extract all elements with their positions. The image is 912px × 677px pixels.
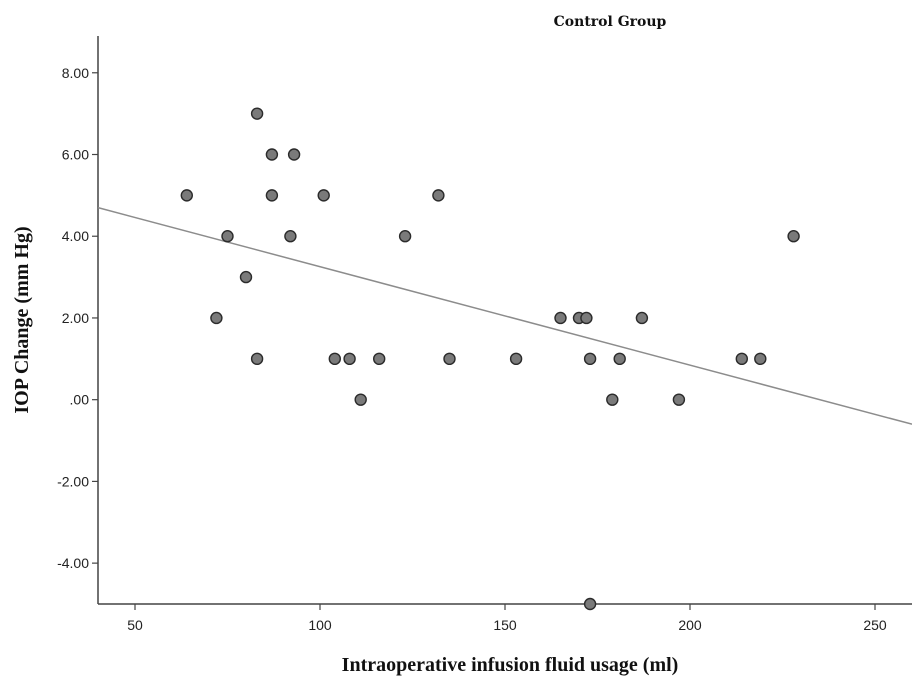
data-point bbox=[343, 352, 356, 366]
y-tick-label: -4.00 bbox=[57, 555, 89, 571]
data-point bbox=[580, 311, 593, 325]
y-tick-label: 8.00 bbox=[62, 65, 89, 81]
y-tick-label: .00 bbox=[70, 392, 90, 408]
y-tick-label: 4.00 bbox=[62, 228, 89, 244]
data-point bbox=[180, 189, 194, 202]
fit-line bbox=[97, 206, 912, 425]
data-points bbox=[180, 107, 800, 611]
x-axis-label: Intraoperative infusion fluid usage (ml) bbox=[342, 654, 679, 676]
data-point bbox=[672, 393, 686, 406]
data-point bbox=[265, 148, 279, 161]
data-point bbox=[328, 352, 341, 366]
data-point bbox=[583, 597, 597, 611]
data-point bbox=[583, 352, 597, 366]
data-point bbox=[284, 230, 297, 243]
data-point bbox=[735, 352, 748, 366]
data-point bbox=[317, 189, 330, 202]
data-point bbox=[265, 189, 279, 202]
data-point bbox=[210, 311, 223, 325]
x-tick-label: 100 bbox=[308, 617, 332, 633]
data-point bbox=[635, 311, 649, 325]
data-point bbox=[250, 352, 264, 366]
x-tick-label: 250 bbox=[863, 617, 887, 633]
y-ticks: -4.00 -2.00 .00 2.00 4.00 6.00 8.00 bbox=[57, 65, 98, 571]
data-point bbox=[554, 311, 567, 325]
y-tick-label: 2.00 bbox=[62, 310, 89, 326]
y-tick-label: -2.00 bbox=[57, 473, 89, 489]
data-point bbox=[354, 393, 367, 406]
x-tick-label: 150 bbox=[493, 617, 517, 633]
y-axis-label: IOP Change (mm Hg) bbox=[11, 226, 33, 413]
data-point bbox=[239, 270, 253, 284]
chart-title: Control Group bbox=[554, 14, 667, 30]
x-ticks: 50 100 150 200 250 bbox=[127, 604, 887, 633]
data-point bbox=[787, 230, 800, 243]
data-point bbox=[754, 352, 767, 366]
data-point bbox=[250, 107, 264, 120]
data-point bbox=[221, 230, 234, 243]
x-tick-label: 50 bbox=[127, 617, 143, 633]
y-tick-label: 6.00 bbox=[62, 147, 89, 163]
data-point bbox=[432, 189, 445, 202]
data-point bbox=[606, 393, 619, 406]
data-point bbox=[509, 352, 523, 366]
data-point bbox=[398, 230, 412, 243]
data-point bbox=[613, 352, 626, 366]
data-point bbox=[373, 352, 386, 366]
data-point bbox=[287, 148, 301, 161]
x-tick-label: 200 bbox=[678, 617, 702, 633]
data-point bbox=[443, 352, 456, 366]
